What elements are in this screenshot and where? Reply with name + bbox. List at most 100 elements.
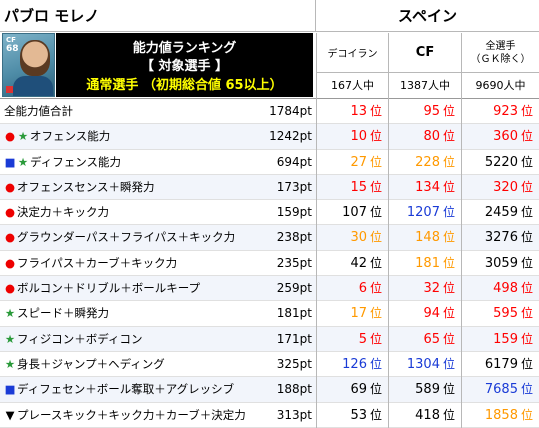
table-row: ■ ディフェセン＋ボール奪取＋アグレッシブ 188pt 69 位 589 位 7685 位 xyxy=(0,377,539,403)
row-label-text: フィジコン＋ボディコン xyxy=(17,331,143,346)
marker-icon: ● xyxy=(4,230,16,245)
rank-value: 69 xyxy=(350,382,367,398)
rank-cell: 360 位 xyxy=(461,124,533,149)
row-points: 259pt xyxy=(276,281,312,296)
rank-unit: 位 xyxy=(369,154,382,169)
rank-unit: 位 xyxy=(442,281,455,296)
rank-value: 27 xyxy=(350,154,367,170)
row-label-text: スピード＋瞬発力 xyxy=(17,306,109,321)
table-row: ★ フィジコン＋ボディコン 171pt 5 位 65 位 159 位 xyxy=(0,326,539,352)
rank-unit: 位 xyxy=(369,306,382,321)
marker-icon: ★ xyxy=(17,154,29,169)
rank-cell: 228 位 xyxy=(388,150,455,175)
rank-unit: 位 xyxy=(442,154,455,169)
rank-unit: 位 xyxy=(442,331,455,346)
rank-unit: 位 xyxy=(520,382,533,397)
row-points: 325pt xyxy=(276,356,312,371)
rank-unit: 位 xyxy=(369,104,382,118)
rank-cell: 1304 位 xyxy=(388,352,455,377)
rank-value: 418 xyxy=(415,407,440,423)
rank-cell: 6179 位 xyxy=(461,352,533,377)
column-divider xyxy=(388,33,389,428)
rank-unit: 位 xyxy=(520,104,533,118)
rank-cell: 595 位 xyxy=(461,301,533,326)
rank-unit: 位 xyxy=(520,129,533,144)
row-points: 173pt xyxy=(276,179,312,194)
row-label: ● オフェンスセンス＋瞬発力 xyxy=(4,175,155,200)
table-row: ▼ プレースキック＋キック力＋カーブ＋決定力 313pt 53 位 418 位 1858 位 xyxy=(0,403,539,428)
table-row: ● ボルコン＋ドリブル＋ボールキープ 259pt 6 位 32 位 498 位 xyxy=(0,276,539,302)
row-label: ★ 身長＋ジャンプ＋ヘディング xyxy=(4,352,165,377)
rank-value: 1304 xyxy=(406,356,440,372)
row-label: ● 決定力＋キック力 xyxy=(4,200,109,225)
column-divider xyxy=(316,33,317,428)
rank-value: 595 xyxy=(493,306,518,322)
rank-value: 2459 xyxy=(484,205,518,221)
banner-criteria: 通常選手 （初期総合値 65以上） xyxy=(86,78,283,93)
marker-icon: ■ xyxy=(4,382,16,397)
row-points: 171pt xyxy=(276,331,312,346)
rank-value: 94 xyxy=(423,306,440,322)
marker-icon: ★ xyxy=(4,306,16,321)
header-divider xyxy=(0,98,316,99)
rank-unit: 位 xyxy=(442,230,455,245)
marker-icon: ★ xyxy=(17,129,29,144)
table-row: ★ スピード＋瞬発力 181pt 17 位 94 位 595 位 xyxy=(0,301,539,327)
rank-cell: 159 位 xyxy=(461,327,533,352)
rank-unit: 位 xyxy=(369,356,382,371)
rank-value: 126 xyxy=(342,356,367,372)
row-points: 1242pt xyxy=(269,129,312,144)
rank-value: 7685 xyxy=(484,382,518,398)
rank-cell: 3276 位 xyxy=(461,225,533,250)
marker-icon: ★ xyxy=(4,331,16,346)
rank-value: 498 xyxy=(493,281,518,297)
rank-cell: 65 位 xyxy=(388,327,455,352)
row-label-text: フライパス＋カーブ＋キック力 xyxy=(17,255,178,270)
rank-value: 42 xyxy=(350,255,367,271)
marker-icon: ★ xyxy=(4,356,16,371)
rank-value: 923 xyxy=(493,104,518,119)
rank-unit: 位 xyxy=(442,205,455,220)
banner-subtitle: 【 対象選手 】 xyxy=(140,59,229,74)
rank-unit: 位 xyxy=(520,179,533,194)
table-row: ● グラウンダーパス＋フライパス＋キック力 238pt 30 位 148 位 3276 位 xyxy=(0,225,539,251)
rank-cell: 126 位 xyxy=(316,352,382,377)
rank-cell: 69 位 xyxy=(316,377,382,402)
table-row: ● オフェンスセンス＋瞬発力 173pt 15 位 134 位 320 位 xyxy=(0,174,539,201)
flag-icon xyxy=(6,86,13,93)
rank-unit: 位 xyxy=(369,382,382,397)
rank-unit: 位 xyxy=(442,104,455,118)
column-header-decoy-run: デコイラン xyxy=(316,33,388,73)
row-label: ▼ プレースキック＋キック力＋カーブ＋決定力 xyxy=(4,403,246,428)
marker-icon: ● xyxy=(4,129,16,144)
row-points: 313pt xyxy=(276,407,312,422)
rank-cell: 1858 位 xyxy=(461,403,533,428)
marker-icon: ▼ xyxy=(5,407,15,422)
row-points: 1784pt xyxy=(269,104,312,118)
row-label-text: 全能力値合計 xyxy=(4,104,73,118)
table-row: ● 決定力＋キック力 159pt 107 位 1207 位 2459 位 xyxy=(0,200,539,226)
rank-unit: 位 xyxy=(369,255,382,270)
rank-cell: 181 位 xyxy=(388,251,455,276)
column-header-all-line2: （ＧＫ除く） xyxy=(470,53,531,65)
count-decoy-run: 167人中 xyxy=(316,73,388,99)
rank-cell: 10 位 xyxy=(316,124,382,149)
row-label: ● フライパス＋カーブ＋キック力 xyxy=(4,251,177,276)
rank-unit: 位 xyxy=(520,255,533,270)
rank-value: 95 xyxy=(423,104,440,119)
count-cf: 1387人中 xyxy=(388,73,461,99)
rank-value: 360 xyxy=(493,129,518,145)
card-overall: 68 xyxy=(6,44,19,54)
row-label-text: 身長＋ジャンプ＋ヘディング xyxy=(17,356,165,371)
row-label: ● ★ オフェンス能力 xyxy=(4,124,110,149)
row-points: 181pt xyxy=(276,306,312,321)
rank-value: 13 xyxy=(350,104,367,119)
country-name: スペイン xyxy=(316,0,539,32)
row-points: 238pt xyxy=(276,230,312,245)
rank-unit: 位 xyxy=(442,255,455,270)
row-label: ● ボルコン＋ドリブル＋ボールキープ xyxy=(4,276,200,301)
rank-value: 181 xyxy=(415,255,440,271)
count-all-players: 9690人中 xyxy=(461,73,539,99)
row-label-text: プレースキック＋キック力＋カーブ＋決定力 xyxy=(17,407,246,422)
rank-cell: 42 位 xyxy=(316,251,382,276)
